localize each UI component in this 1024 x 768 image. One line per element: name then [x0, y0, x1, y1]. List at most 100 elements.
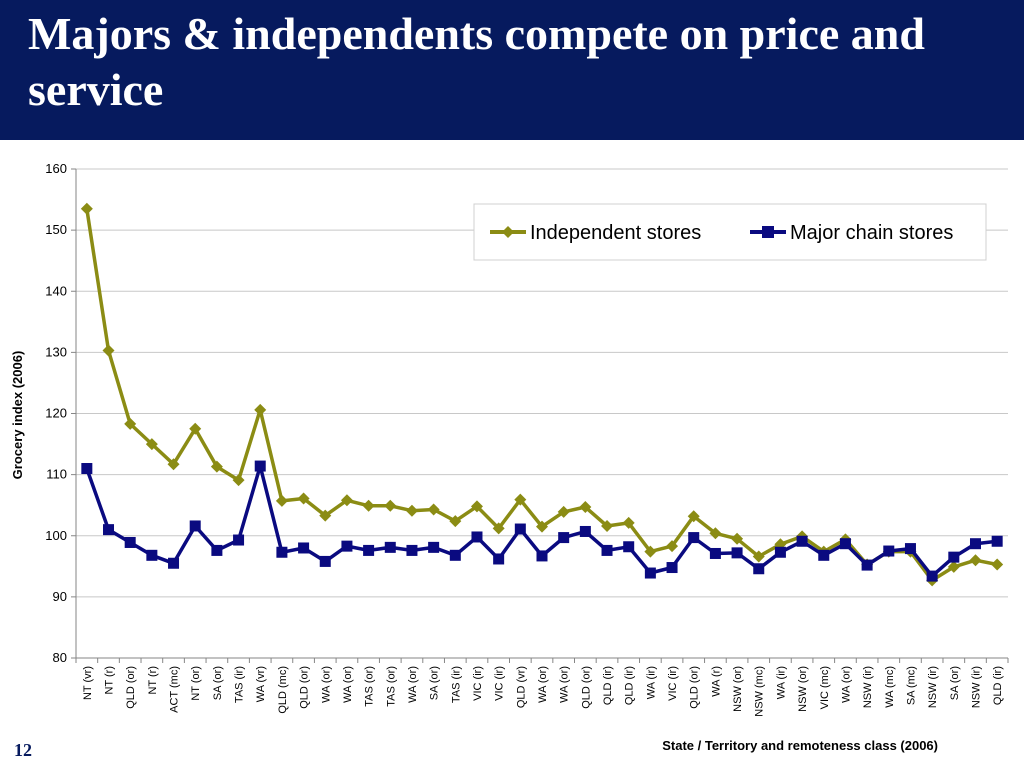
data-point	[211, 544, 223, 556]
legend-label-major: Major chain stores	[790, 222, 953, 244]
x-tick-label: VIC (mc)	[819, 666, 831, 709]
x-tick-label: WA (mc)	[884, 666, 896, 708]
x-tick-label: SA (or)	[212, 666, 224, 700]
x-tick-label: NSW (mc)	[754, 666, 766, 717]
x-axis-title: State / Territory and remoteness class (…	[662, 738, 938, 753]
data-point	[991, 535, 1003, 547]
y-axis-title: Grocery index (2006)	[10, 351, 25, 480]
data-point	[341, 540, 353, 552]
data-point	[666, 562, 678, 574]
data-point	[644, 567, 656, 579]
data-point	[254, 403, 267, 416]
data-point	[406, 544, 418, 556]
legend-marker-independent	[502, 226, 514, 238]
data-point	[818, 549, 830, 561]
x-tick-label: VIC (ir)	[472, 666, 484, 701]
data-point	[709, 547, 721, 559]
data-point	[319, 555, 331, 567]
data-point	[449, 549, 461, 561]
y-tick-label-120: 120	[45, 406, 67, 421]
x-tick-label: WA (or)	[537, 666, 549, 703]
series-major	[81, 460, 1003, 582]
y-tick-label-80: 80	[53, 650, 67, 665]
data-point	[666, 540, 679, 553]
x-tick-label: WA (or)	[407, 666, 419, 703]
x-tick-label: WA (or)	[559, 666, 571, 703]
data-point	[904, 543, 916, 555]
data-point	[796, 535, 808, 547]
data-point	[536, 520, 548, 533]
data-point	[276, 546, 288, 558]
data-point	[969, 538, 981, 550]
y-tick-label-90: 90	[53, 589, 67, 604]
data-point	[709, 527, 722, 540]
data-point	[514, 523, 526, 535]
x-tick-label: WA (r)	[710, 666, 722, 697]
x-tick-label: QLD (mc)	[277, 666, 289, 714]
x-tick-label: TAS (or)	[364, 666, 376, 707]
x-tick-label: QLD (ir)	[992, 666, 1004, 705]
data-point	[124, 417, 137, 430]
legend-label-independent: Independent stores	[530, 222, 701, 244]
x-tick-label: VIC (ir)	[494, 666, 506, 701]
x-tick-label: WA (ir)	[775, 666, 787, 699]
data-point	[731, 547, 743, 559]
x-tick-label: SA (mc)	[905, 666, 917, 705]
data-point	[688, 532, 700, 544]
data-point	[254, 460, 266, 472]
data-point	[557, 505, 570, 518]
data-point	[753, 563, 765, 575]
x-tick-label: NSW (ir)	[927, 666, 939, 708]
x-tick-label: NSW (ir)	[862, 666, 874, 708]
x-tick-label: QLD (vr)	[515, 666, 527, 708]
data-point	[405, 504, 418, 517]
y-axis-ticks: 80 90 100 110 120 130 140 150 160	[45, 161, 76, 665]
data-point	[731, 532, 744, 545]
data-point	[275, 494, 288, 507]
data-point	[189, 422, 202, 435]
x-tick-label: ACT (mc)	[169, 666, 181, 713]
x-tick-label: QLD (ir)	[624, 666, 636, 705]
data-point	[384, 541, 396, 553]
x-tick-label: WA (or)	[840, 666, 852, 703]
data-point	[752, 550, 765, 563]
data-point	[623, 541, 635, 553]
legend: Independent stores Major chain stores	[473, 203, 987, 261]
x-axis-ticks: NT (vr) NT (r) QLD (or) NT (r) ACT (mc) NT (o…	[75, 658, 1009, 717]
data-point	[80, 202, 93, 215]
data-point	[298, 542, 310, 554]
data-point	[449, 515, 462, 528]
x-tick-label: WA (or)	[342, 666, 354, 703]
data-point	[362, 499, 375, 512]
x-tick-label: WA (vr)	[255, 666, 267, 702]
x-tick-label: VIC (ir)	[667, 666, 679, 701]
y-tick-label-100: 100	[45, 528, 67, 543]
data-point	[384, 499, 397, 512]
x-tick-label: QLD (or)	[580, 666, 592, 709]
data-point	[839, 538, 851, 550]
x-tick-label: SA (or)	[429, 666, 441, 700]
data-point	[601, 544, 613, 556]
data-point	[471, 531, 483, 543]
data-point	[579, 525, 591, 537]
data-point	[232, 474, 245, 487]
series-layer	[80, 202, 1004, 587]
x-tick-label: NSW (ir)	[970, 666, 982, 708]
line-chart: 80 90 100 110 120 130 140 150 160 NT (vr) NT (r) Q…	[10, 161, 1009, 753]
data-point	[861, 559, 873, 571]
y-tick-label-130: 130	[45, 344, 67, 359]
x-tick-label: NT (vr)	[82, 666, 94, 700]
data-point	[297, 492, 310, 505]
data-point	[883, 545, 895, 557]
data-point	[233, 534, 245, 546]
data-point	[102, 344, 115, 357]
data-point	[428, 541, 440, 553]
x-tick-label: WA (or)	[320, 666, 332, 703]
x-tick-label: QLD (ir)	[602, 666, 614, 705]
x-tick-label: QLD (or)	[689, 666, 701, 709]
data-point	[536, 550, 548, 562]
data-point	[319, 509, 332, 522]
data-point	[145, 438, 158, 451]
title-banner: Majors & independents compete on price a…	[0, 0, 1024, 140]
data-point	[124, 536, 136, 548]
